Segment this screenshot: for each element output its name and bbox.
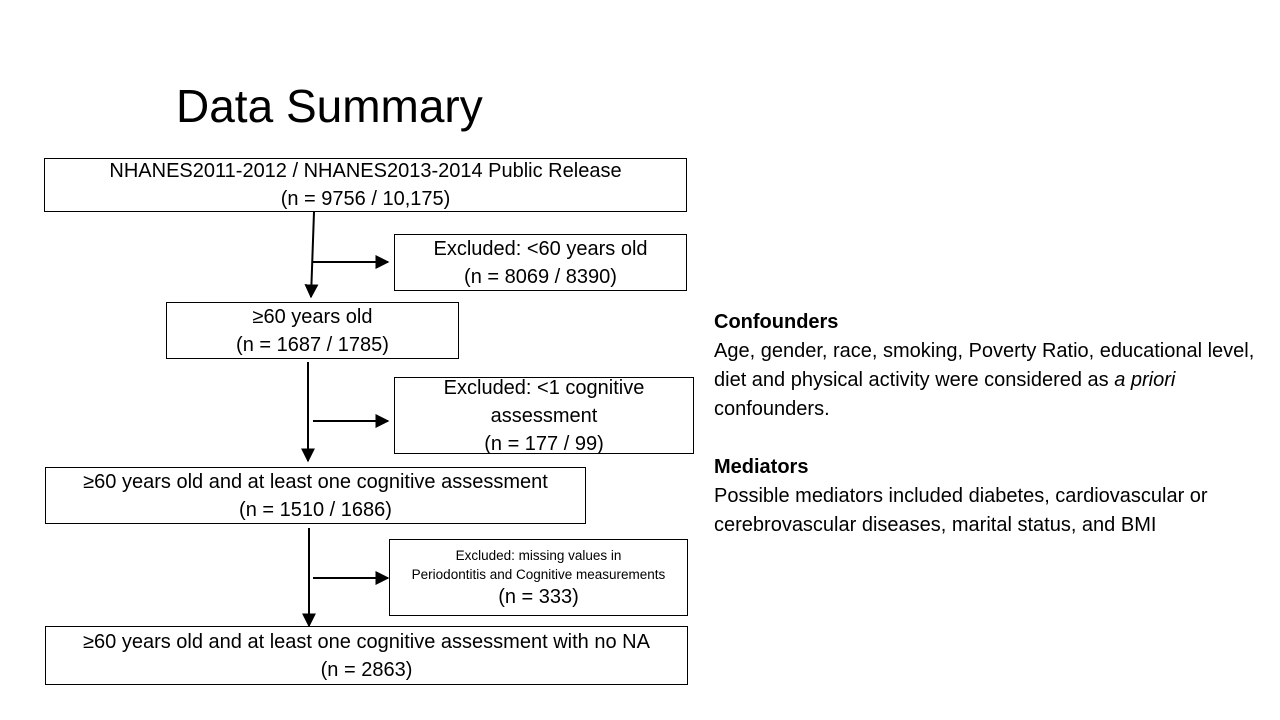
exclusion-box-cognitive-line3: (n = 177 / 99) [484, 432, 604, 455]
final-box-line1: ≥60 years old and at least one cognitive… [83, 630, 650, 653]
source-box-line2: (n = 9756 / 10,175) [280, 188, 451, 210]
confounders-text-main: Age, gender, race, smoking, Poverty Rati… [714, 340, 1255, 391]
exclusion-box-cognitive-line2: assessment [490, 404, 598, 427]
side-notes: Confounders Age, gender, race, smoking, … [714, 308, 1259, 540]
arrow-down-1 [304, 211, 319, 299]
confounders-text-italic: a priori [1114, 369, 1176, 391]
age-60-box: ≥60 years old (n = 1687 / 1785) [166, 302, 459, 359]
exclusion-box-age: Excluded: <60 years old (n = 8069 / 8390… [394, 234, 687, 291]
exclusion-box-missing: Excluded: missing values in Periodontiti… [389, 539, 688, 616]
exclusion-box-age-line2: (n = 8069 / 8390) [464, 265, 617, 288]
confounders-heading: Confounders [714, 311, 839, 333]
cognitive-box-line2: (n = 1510 / 1686) [239, 498, 392, 521]
slide-title: Data Summary [176, 80, 483, 132]
final-box-line2: (n = 2863) [320, 658, 413, 681]
age-60-box-line2: (n = 1687 / 1785) [236, 333, 389, 356]
confounders-text-end: confounders. [714, 398, 830, 420]
exclusion-box-cognitive-line1: Excluded: <1 cognitive [443, 376, 645, 399]
source-box: NHANES2011-2012 / NHANES2013-2014 Public… [44, 158, 687, 212]
section-spacer [714, 424, 1259, 453]
exclusion-box-age-line1: Excluded: <60 years old [433, 237, 648, 260]
cognitive-box-line1: ≥60 years old and at least one cognitive… [83, 470, 548, 493]
final-box: ≥60 years old and at least one cognitive… [45, 626, 688, 685]
source-box-line1: NHANES2011-2012 / NHANES2013-2014 Public… [109, 160, 622, 182]
exclusion-box-missing-line2: Periodontitis and Cognitive measurements [411, 566, 666, 582]
exclusion-box-missing-line1: Excluded: missing values in [455, 547, 622, 563]
exclusion-box-missing-line3: (n = 333) [498, 585, 579, 608]
exclusion-box-cognitive: Excluded: <1 cognitive assessment (n = 1… [394, 376, 694, 455]
confounders-text: Age, gender, race, smoking, Poverty Rati… [714, 337, 1259, 424]
cognitive-box: ≥60 years old and at least one cognitive… [45, 467, 586, 524]
mediators-text: Possible mediators included diabetes, ca… [714, 485, 1208, 536]
mediators-heading: Mediators [714, 456, 809, 478]
age-60-box-line1: ≥60 years old [252, 305, 373, 328]
